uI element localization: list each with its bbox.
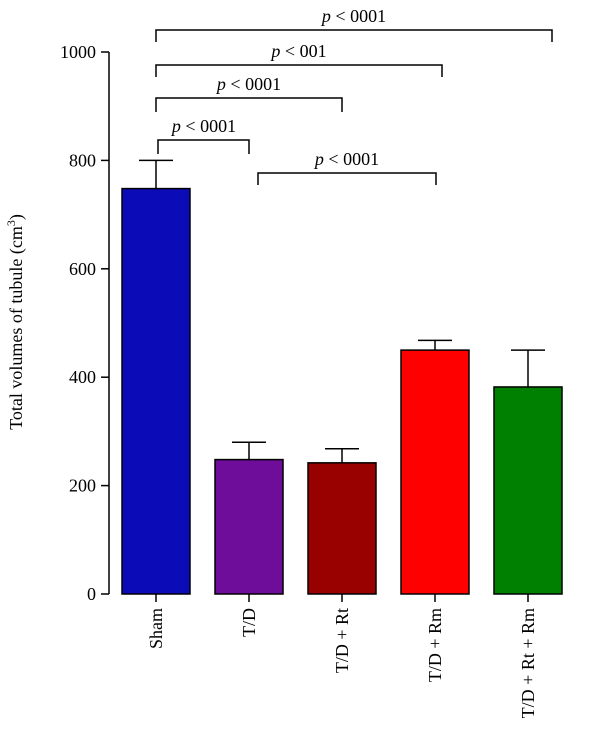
significance-brackets: p < 0001 p < 0001 p < 0001 p < 001 p < 0001	[155, 6, 553, 185]
significance-label: p < 0001	[215, 74, 281, 94]
significance-label: p < 0001	[313, 149, 379, 169]
x-tick-label: T/D + Rm	[425, 608, 445, 682]
bar-0	[121, 187, 191, 595]
x-tick-label: T/D + Rt	[332, 608, 352, 673]
y-axis: 0 200 400 600 800 1000	[60, 42, 529, 604]
y-tick-label: 0	[87, 584, 96, 604]
y-tick-label: 400	[69, 367, 96, 387]
y-tick-label: 200	[69, 476, 96, 496]
bar-2	[307, 462, 377, 595]
bar-4	[493, 386, 563, 595]
significance-label: p < 0001	[320, 6, 386, 26]
x-tick-labels: Sham T/D T/D + Rt T/D + Rm T/D + Rt + Rm	[146, 608, 538, 718]
y-axis-title-superscript: 3	[4, 220, 18, 226]
bars-layer	[121, 187, 563, 595]
significance-label: p < 001	[269, 41, 326, 61]
significance-bracket	[157, 139, 250, 154]
significance-bracket	[155, 64, 443, 77]
x-tick-label: T/D	[239, 608, 259, 637]
bar-3	[400, 349, 470, 595]
y-tick-label: 800	[69, 150, 96, 170]
x-tick-label: Sham	[146, 608, 166, 649]
significance-bracket	[155, 97, 343, 112]
significance-bracket	[155, 29, 553, 42]
bar-1	[214, 458, 284, 595]
y-tick-label: 1000	[60, 42, 96, 62]
error-bars-layer	[139, 159, 545, 463]
y-axis-title: Total volumes of tubule (cm3)	[4, 214, 27, 430]
significance-label: p < 0001	[170, 116, 236, 136]
x-tick-label: T/D + Rt + Rm	[518, 608, 538, 718]
y-tick-label: 600	[69, 259, 96, 279]
significance-bracket	[257, 172, 437, 185]
